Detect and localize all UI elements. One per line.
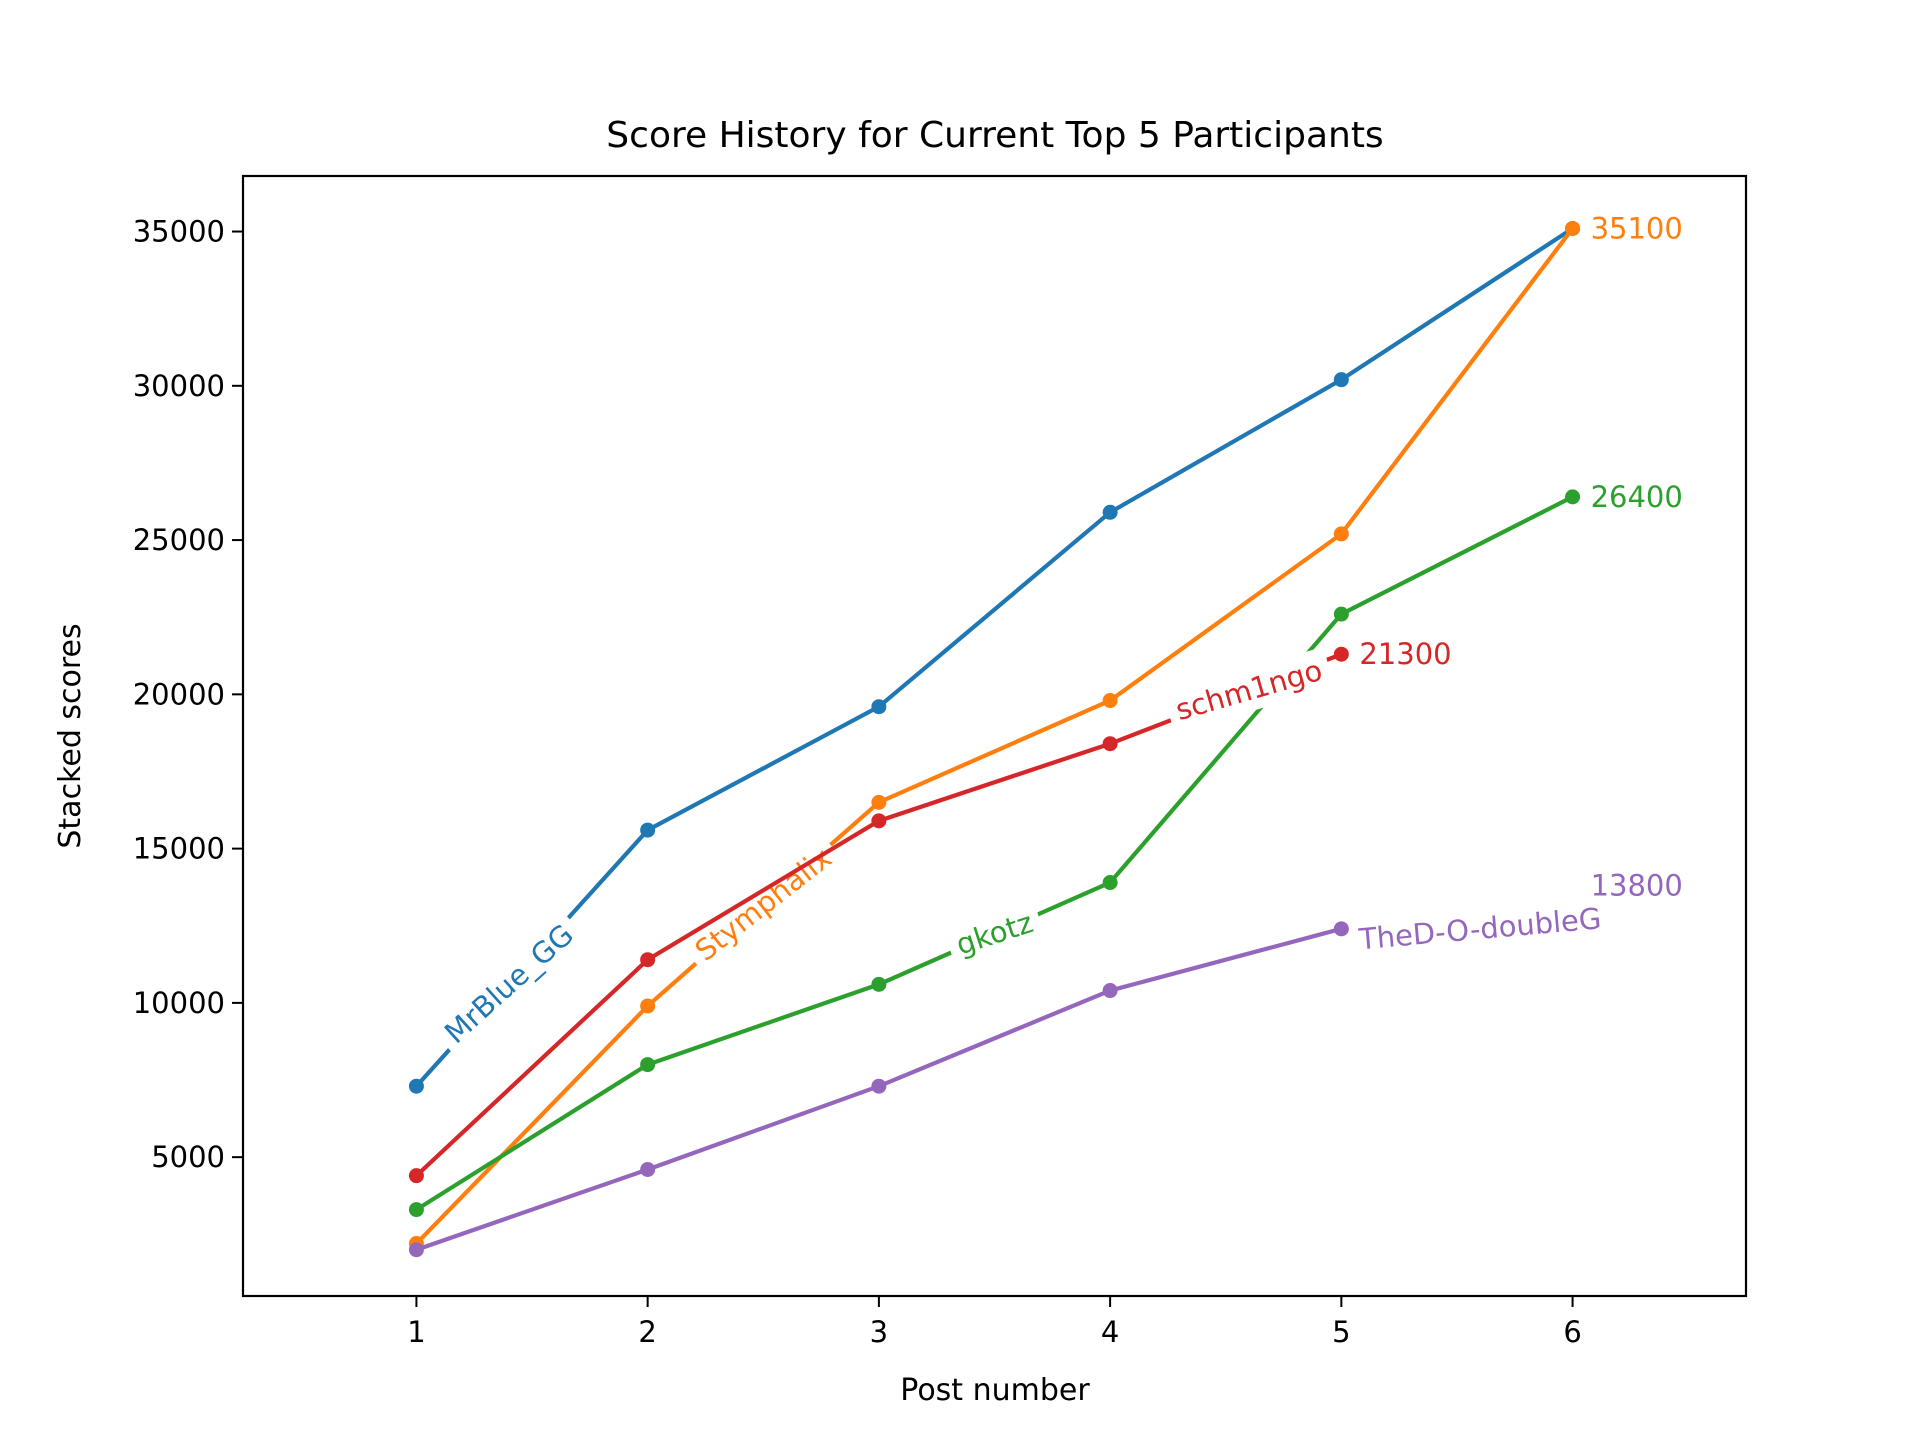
plot-frame [241, 174, 1748, 1298]
data-point [1333, 526, 1349, 542]
x-tick-label: 2 [638, 1315, 656, 1349]
y-tick-label: 15000 [133, 832, 225, 866]
series-label-background [679, 832, 847, 976]
y-tick-label: 35000 [133, 215, 225, 249]
data-point [408, 1202, 424, 1218]
data-point [408, 1168, 424, 1184]
y-tick-label: 5000 [151, 1140, 225, 1174]
y-axis-label: Stacked scores [53, 623, 88, 848]
x-tick-label: 6 [1563, 1315, 1581, 1349]
end-value-label: 35100 [1591, 211, 1683, 245]
series-label-background [943, 898, 1046, 969]
data-point [1102, 983, 1118, 999]
series-line [414, 226, 1574, 1088]
data-point [871, 976, 887, 992]
series-label-background [429, 909, 589, 1059]
data-point [871, 813, 887, 829]
data-point [1333, 646, 1349, 662]
data-point [640, 822, 656, 838]
x-axis: 1 2 3 4 5 6 [407, 1296, 1582, 1349]
series-line [414, 227, 1575, 1246]
data-point [1102, 693, 1118, 709]
data-point [640, 1057, 656, 1073]
data-point [1333, 606, 1349, 622]
end-value-label: 26400 [1591, 480, 1683, 514]
series-label-background [1348, 896, 1611, 962]
x-tick-label: 3 [870, 1315, 888, 1349]
chart-title: Score History for Current Top 5 Particip… [606, 115, 1383, 156]
data-point [408, 1242, 424, 1258]
end-value-label: 21300 [1359, 637, 1451, 671]
data-point [640, 998, 656, 1014]
data-point [640, 952, 656, 968]
data-point [1102, 736, 1118, 752]
data-point [640, 1161, 656, 1177]
data-point [1102, 504, 1118, 520]
x-tick-label: 4 [1101, 1315, 1119, 1349]
data-point [1565, 489, 1581, 505]
data-point [871, 794, 887, 810]
data-point [1333, 921, 1349, 937]
x-tick-label: 5 [1332, 1315, 1350, 1349]
data-point [1333, 372, 1349, 388]
data-point [408, 1078, 424, 1094]
series-label-background [1162, 646, 1335, 734]
y-tick-label: 10000 [133, 986, 225, 1020]
data-point [1565, 220, 1581, 236]
y-tick-label: 20000 [133, 677, 225, 711]
y-tick-label: 30000 [133, 369, 225, 403]
x-tick-label: 1 [407, 1315, 425, 1349]
end-value-label: 13800 [1591, 869, 1683, 903]
x-axis-label: Post number [900, 1373, 1090, 1408]
data-point [1102, 875, 1118, 891]
data-point [871, 699, 887, 715]
y-axis: 5000 10000 15000 20000 25000 30000 35000 [133, 215, 243, 1174]
y-tick-label: 25000 [133, 523, 225, 557]
data-point [871, 1078, 887, 1094]
